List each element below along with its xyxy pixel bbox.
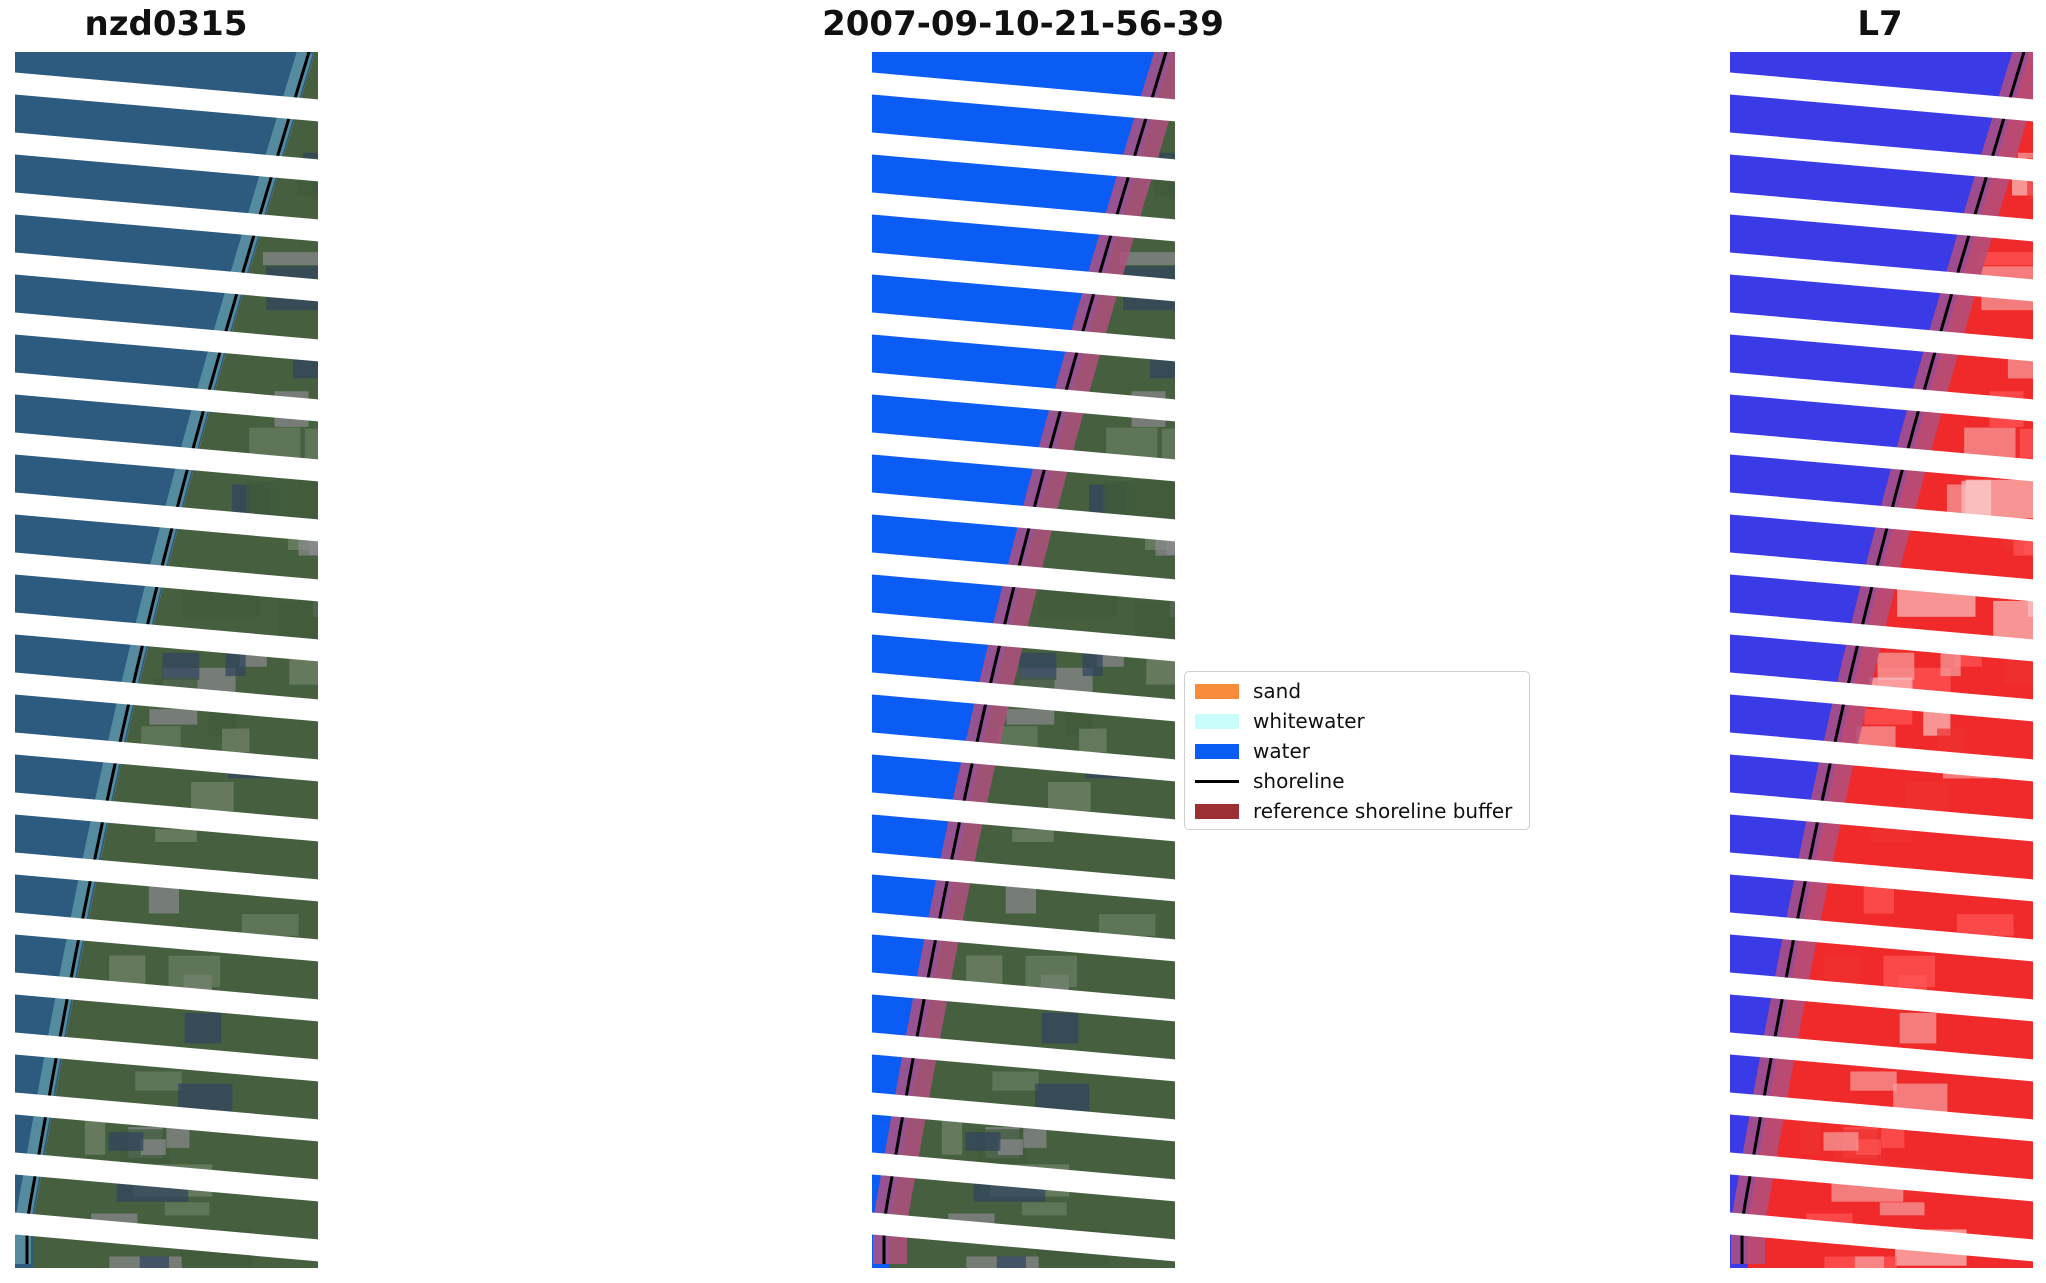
surf-zone	[15, 52, 313, 1264]
panel-title-sensor: L7	[1857, 4, 1903, 44]
legend: sand whitewater water shoreline referenc…	[1184, 671, 1530, 830]
reference-shoreline-buffer	[1731, 52, 2033, 1264]
rgb-satellite-image	[15, 52, 318, 1268]
legend-label-water: water	[1253, 739, 1310, 763]
legend-item-shoreline: shoreline	[1195, 766, 1519, 796]
scan-line-gaps	[15, 72, 318, 1262]
legend-swatch-buffer	[1195, 803, 1239, 819]
water-index-image	[1730, 52, 2033, 1268]
classified-image	[872, 52, 1175, 1268]
shoreline-line	[882, 52, 1168, 1264]
legend-label-shoreline: shoreline	[1253, 769, 1345, 793]
legend-label-buffer: reference shoreline buffer	[1253, 799, 1513, 823]
scan-line-gaps	[872, 72, 1175, 1262]
legend-item-whitewater: whitewater	[1195, 706, 1519, 736]
water-class-area	[872, 52, 1171, 1268]
panel-title-date: 2007-09-10-21-56-39	[822, 4, 1224, 44]
legend-item-sand: sand	[1195, 676, 1519, 706]
scan-line-gaps	[1730, 72, 2033, 1262]
legend-label-whitewater: whitewater	[1253, 709, 1365, 733]
legend-item-water: water	[1195, 736, 1519, 766]
reference-shoreline-buffer	[873, 52, 1175, 1264]
shoreline-line	[1740, 52, 2026, 1264]
legend-label-sand: sand	[1253, 679, 1302, 703]
index-water-area	[1730, 52, 2029, 1268]
legend-swatch-sand	[1195, 683, 1239, 699]
shoreline-line	[25, 52, 311, 1264]
legend-swatch-whitewater	[1195, 713, 1239, 729]
legend-item-buffer: reference shoreline buffer	[1195, 796, 1519, 826]
legend-swatch-shoreline	[1195, 779, 1239, 783]
panel-title-rgb: nzd0315	[84, 4, 248, 44]
ocean-area	[15, 52, 314, 1268]
legend-swatch-water	[1195, 743, 1239, 759]
